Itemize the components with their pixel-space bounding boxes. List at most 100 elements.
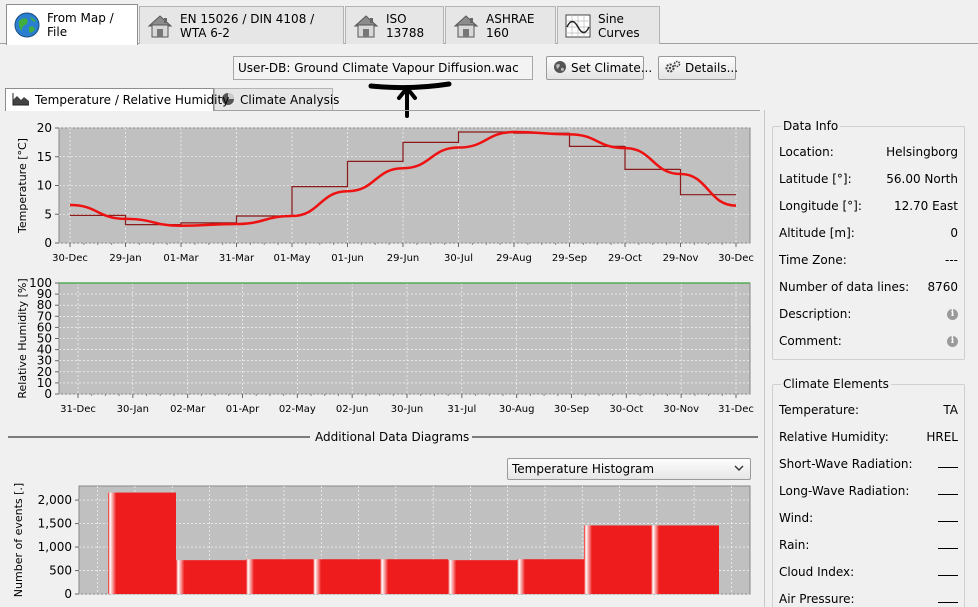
histogram-bar: [448, 560, 517, 594]
x-tick-label: 30-Dec: [718, 253, 754, 264]
additional-diagrams-title: Additional Data Diagrams: [312, 430, 473, 444]
x-tick-label: 29-Aug: [496, 253, 532, 264]
monthly-mean-series: [70, 131, 736, 226]
x-tick-label: 01-Apr: [226, 404, 260, 415]
info-row: Description: i: [779, 306, 958, 322]
tab-iso13788[interactable]: ISO 13788: [345, 6, 444, 44]
histogram-bar: [176, 560, 246, 594]
x-tick-label: 29-Nov: [663, 253, 699, 264]
x-tick-label: 02-Jun: [336, 404, 369, 415]
info-row: Number of data lines: 8760: [779, 279, 958, 295]
y-tick-label: 100: [29, 276, 52, 290]
y-axis-label: Temperature [°C]: [16, 138, 29, 234]
y-tick-label: 5: [44, 207, 52, 221]
x-tick-label: 29-Sep: [552, 253, 587, 264]
x-tick-label: 30-Aug: [499, 404, 535, 415]
climate-file-field[interactable]: User-DB: Ground Climate Vapour Diffusion…: [233, 56, 533, 80]
y-tick-label: 1,500: [38, 517, 72, 531]
info-label: Location:: [779, 145, 834, 159]
not-assigned-dash: [938, 541, 958, 549]
histogram-type-select[interactable]: Temperature Histogram: [507, 458, 751, 480]
y-tick-label: 1,000: [38, 540, 72, 554]
info-label: Longitude [°]:: [779, 199, 862, 213]
y-tick-label: 90: [37, 287, 52, 301]
histogram-bar: [651, 525, 719, 594]
info-label: Relative Humidity:: [779, 430, 889, 444]
info-value: 0: [950, 226, 958, 240]
tab-climate-analysis[interactable]: Climate Analysis: [214, 88, 339, 111]
x-tick-label: 30-Jul: [444, 253, 473, 264]
info-row: Temperature: TA: [779, 402, 958, 418]
info-row: Short-Wave Radiation:: [779, 456, 958, 472]
info-row: Relative Humidity: HREL: [779, 429, 958, 445]
annotation-arrow-mark: [368, 81, 452, 118]
tab-label: ASHRAE 160: [486, 11, 535, 40]
x-tick-label: 01-Jun: [331, 253, 364, 264]
x-tick-label: 02-May: [279, 404, 316, 415]
not-assigned-dash: [938, 568, 958, 576]
y-tick-label: 40: [37, 343, 52, 357]
info-row: Wind:: [779, 510, 958, 526]
y-tick-label: 30: [37, 354, 52, 368]
y-tick-label: 10: [37, 179, 52, 193]
info-row: Altitude [m]: 0: [779, 225, 958, 241]
info-label: Short-Wave Radiation:: [779, 457, 913, 471]
tab-sine-curves[interactable]: Sine Curves: [557, 6, 660, 44]
data-info-group: Data Info Location: Helsingborg Latitude […: [772, 119, 965, 360]
y-axis-label: Number of events [.]: [12, 483, 25, 597]
tab-ashrae160[interactable]: ASHRAE 160: [445, 6, 556, 44]
x-tick-label: 02-Mar: [170, 404, 206, 415]
info-label: Cloud Index:: [779, 565, 855, 579]
y-tick-label: 20: [37, 365, 52, 379]
x-tick-label: 29-Jan: [109, 253, 141, 264]
select-value: Temperature Histogram: [512, 462, 655, 476]
tab-en15026[interactable]: EN 15026 / DIN 4108 / WTA 6-2: [139, 6, 344, 44]
info-row: Location: Helsingborg: [779, 144, 958, 160]
info-row: Air Pressure:: [779, 591, 958, 607]
y-axis-label: Relative Humidity [%]: [16, 278, 29, 398]
info-icon[interactable]: i: [947, 308, 958, 320]
info-label: Comment:: [779, 334, 842, 348]
house-icon: [352, 12, 380, 40]
info-panel: Data Info Location: Helsingborg Latitude […: [764, 110, 978, 607]
tab-label: Sine Curves: [598, 11, 640, 40]
x-tick-label: 30-Jun: [391, 404, 424, 415]
histogram-bar: [584, 525, 651, 594]
gears-icon: [665, 60, 681, 77]
house-icon: [452, 12, 480, 40]
info-icon[interactable]: i: [947, 335, 958, 347]
tab-label: Temperature / Relative Humidity: [35, 93, 230, 107]
house-icon: [146, 12, 174, 40]
histogram-bar: [246, 559, 313, 594]
charts-area: 0 5 10 15 20 Temperature [°C] 30-Dec 29-Jan 01-M…: [8, 121, 758, 601]
y-tick-label: 0: [44, 236, 52, 250]
x-tick-label: 30-Oct: [609, 404, 643, 415]
histogram-bar: [108, 492, 176, 594]
info-row: Rain:: [779, 537, 958, 553]
info-label: Latitude [°]:: [779, 172, 852, 186]
info-label: Number of data lines:: [779, 280, 910, 294]
details-button[interactable]: Details...: [658, 56, 738, 80]
set-climate-button[interactable]: Set Climate...: [546, 56, 652, 80]
tab-label: Climate Analysis: [240, 93, 340, 107]
tab-from-map-file[interactable]: From Map / File: [6, 4, 138, 45]
globe-small-icon: [553, 60, 567, 77]
y-tick-label: 500: [49, 564, 72, 578]
info-row: Comment: i: [779, 333, 958, 349]
climate-elements-group: Climate Elements Temperature: TA Relative …: [772, 377, 965, 607]
info-label: Description:: [779, 307, 852, 321]
temperature-series: [69, 130, 737, 228]
not-assigned-dash: [938, 487, 958, 495]
tab-temperature-rh[interactable]: Temperature / Relative Humidity: [5, 88, 229, 111]
tab-label: From Map / File: [47, 11, 114, 39]
y-tick-label: 0: [64, 587, 72, 601]
info-value: 56.00 North: [886, 172, 958, 186]
histogram-bar: [517, 559, 584, 594]
group-title: Data Info: [781, 119, 841, 133]
x-tick-label: 01-Mar: [163, 253, 199, 264]
y-tick-label: 2,000: [38, 493, 72, 507]
info-row: Long-Wave Radiation:: [779, 483, 958, 499]
tab-label: EN 15026 / DIN 4108 / WTA 6-2: [180, 11, 315, 40]
x-tick-label: 31-Dec: [60, 404, 96, 415]
pie-chart-icon: [221, 92, 235, 109]
